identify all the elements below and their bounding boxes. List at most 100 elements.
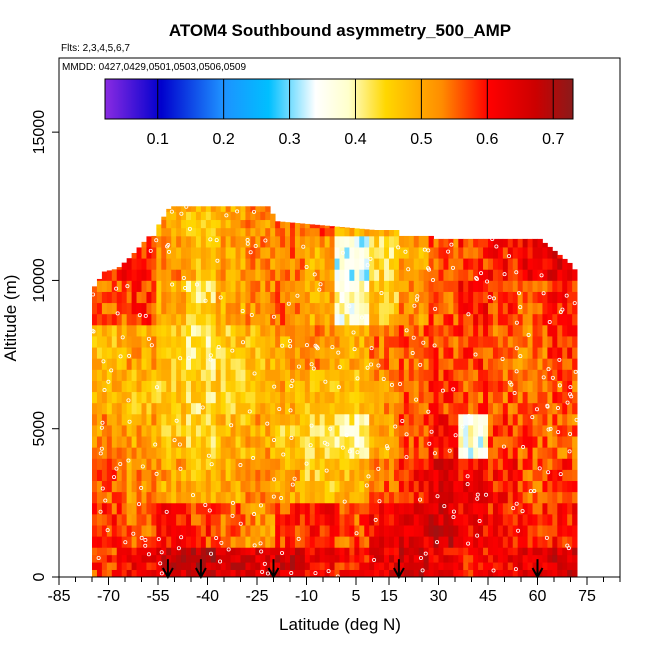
- heatmap-cell: [205, 313, 212, 326]
- heatmap-cell: [423, 562, 429, 570]
- heatmap-cell: [270, 324, 276, 337]
- heatmap-cell: [146, 502, 152, 515]
- heatmap-cell: [349, 291, 355, 304]
- heatmap-cell: [483, 302, 489, 315]
- heatmap-cell: [255, 302, 261, 315]
- heatmap-cell: [255, 206, 261, 212]
- heatmap-cell: [458, 347, 464, 359]
- heatmap-cell: [398, 458, 405, 470]
- heatmap-cell: [96, 525, 103, 537]
- heatmap-cell: [488, 347, 494, 359]
- heatmap-cell: [423, 525, 429, 537]
- heatmap-cell: [186, 425, 192, 437]
- heatmap-cell: [270, 336, 276, 348]
- heatmap-cell: [359, 525, 365, 537]
- heatmap-cell: [517, 336, 524, 348]
- heatmap-cell: [181, 469, 187, 482]
- heatmap-cell: [364, 347, 370, 359]
- heatmap-cell: [275, 247, 281, 259]
- heatmap-cell: [270, 227, 276, 237]
- heatmap-cell: [230, 402, 236, 415]
- heatmap-cell: [562, 458, 568, 470]
- heatmap-cell: [532, 480, 538, 493]
- heatmap-cell: [369, 502, 375, 515]
- heatmap-cell: [502, 491, 509, 504]
- heatmap-cell: [111, 369, 118, 381]
- heatmap-cell: [483, 280, 489, 292]
- heatmap-cell: [324, 458, 330, 470]
- heatmap-cell: [398, 291, 405, 304]
- sample-dot: [453, 433, 458, 438]
- heatmap-cell: [131, 380, 137, 393]
- heatmap-cell: [562, 380, 568, 393]
- heatmap-cell: [443, 469, 449, 482]
- heatmap-cell: [497, 436, 504, 448]
- heatmap-cell: [111, 280, 118, 292]
- heatmap-cell: [389, 458, 395, 470]
- heatmap-cell: [572, 347, 578, 359]
- sample-dot: [208, 353, 213, 358]
- sample-dot: [404, 432, 409, 437]
- heatmap-cell: [205, 447, 212, 459]
- heatmap-cell: [483, 491, 489, 504]
- heatmap-cell: [483, 347, 489, 359]
- heatmap-cell: [280, 302, 286, 315]
- heatmap-cell: [389, 547, 395, 556]
- heatmap-cell: [280, 258, 286, 270]
- heatmap-cell: [537, 313, 543, 326]
- heatmap-cell: [537, 554, 543, 563]
- heatmap-cell: [443, 569, 449, 577]
- heatmap-cell: [517, 513, 524, 526]
- heatmap-cell: [92, 480, 98, 493]
- sample-dot: [406, 267, 411, 272]
- heatmap-cell: [156, 336, 162, 348]
- heatmap-cell: [497, 247, 504, 259]
- heatmap-cell: [527, 336, 533, 348]
- heatmap-cell: [408, 369, 415, 381]
- heatmap-cell: [359, 402, 365, 415]
- heatmap-cell: [329, 413, 335, 426]
- heatmap-cell: [527, 436, 533, 448]
- heatmap-cell: [334, 469, 340, 482]
- heatmap-cell: [393, 291, 400, 304]
- sample-dot: [317, 287, 322, 292]
- heatmap-cell: [131, 458, 137, 470]
- heatmap-cell: [572, 569, 578, 577]
- heatmap-cell: [240, 425, 246, 437]
- heatmap-cell: [240, 380, 246, 393]
- heatmap-cell: [463, 547, 469, 556]
- heatmap-cell: [478, 291, 484, 304]
- sample-dot: [208, 237, 213, 242]
- sample-dot: [547, 320, 552, 325]
- heatmap-cell: [403, 525, 410, 537]
- heatmap-cell: [250, 436, 256, 448]
- heatmap-cell: [488, 247, 494, 259]
- sample-dot: [558, 309, 563, 314]
- heatmap-cell: [369, 358, 375, 370]
- heatmap-cell: [329, 347, 335, 359]
- heatmap-cell: [294, 513, 301, 526]
- heatmap-cell: [403, 258, 410, 270]
- heatmap-cell: [106, 562, 113, 570]
- sample-dot: [127, 419, 132, 424]
- heatmap-cell: [280, 391, 286, 404]
- sample-dot: [112, 475, 117, 480]
- heatmap-cell: [111, 562, 118, 570]
- heatmap-cell: [225, 413, 231, 426]
- heatmap-cell: [230, 380, 236, 393]
- heatmap-cell: [260, 480, 266, 493]
- heatmap-cell: [176, 258, 182, 270]
- heatmap-cell: [240, 219, 246, 229]
- heatmap-cell: [319, 269, 326, 281]
- heatmap-cell: [319, 258, 326, 270]
- heatmap-cell: [502, 391, 509, 404]
- heatmap-cell: [557, 258, 563, 270]
- heatmap-cell: [507, 324, 514, 337]
- sample-dot: [451, 387, 456, 392]
- heatmap-cell: [161, 269, 167, 281]
- heatmap-cell: [151, 280, 157, 292]
- heatmap-cell: [260, 513, 266, 526]
- heatmap-cell: [176, 413, 182, 426]
- heatmap-cell: [537, 547, 543, 556]
- heatmap-cell: [374, 491, 380, 504]
